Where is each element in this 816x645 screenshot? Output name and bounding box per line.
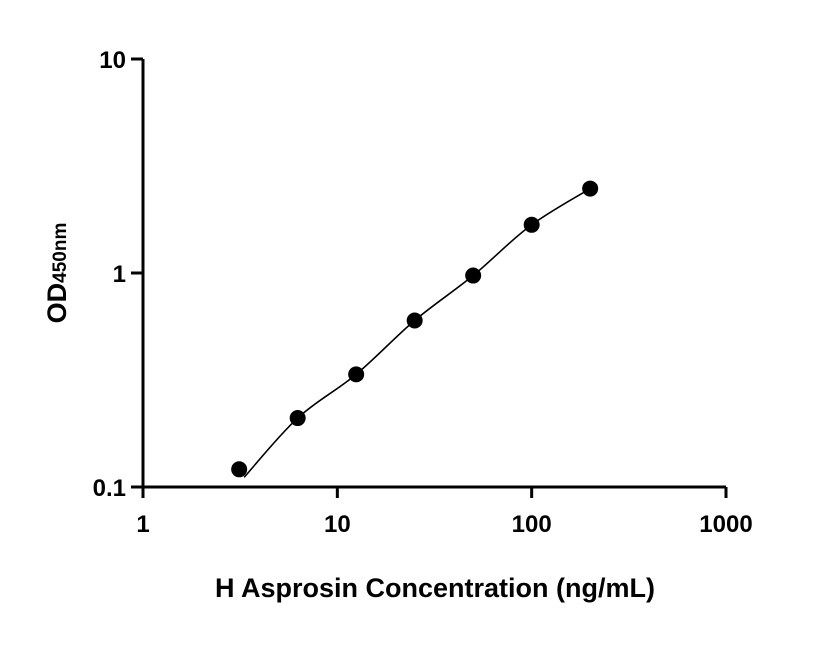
x-axis-label: H Asprosin Concentration (ng/mL) bbox=[215, 573, 655, 603]
data-point bbox=[289, 410, 306, 427]
data-point bbox=[406, 312, 423, 329]
data-points bbox=[231, 180, 599, 478]
y-tick-label: 0.1 bbox=[93, 475, 126, 502]
x-tick-label: 100 bbox=[512, 511, 552, 538]
x-tick-label: 1000 bbox=[699, 511, 752, 538]
x-tick-label: 1 bbox=[136, 511, 149, 538]
y-axis-label: OD450nm bbox=[42, 223, 72, 324]
data-point bbox=[523, 216, 540, 233]
y-tick-label: 10 bbox=[99, 47, 126, 74]
fit-curve bbox=[243, 183, 598, 478]
data-point bbox=[582, 180, 599, 197]
axes: 0.1 1 10 1 10 100 1000 bbox=[93, 47, 753, 538]
data-point bbox=[348, 366, 365, 383]
data-point bbox=[465, 267, 482, 284]
y-tick-label: 1 bbox=[113, 261, 126, 288]
data-point bbox=[231, 461, 248, 478]
y-axis-label-main: OD bbox=[42, 283, 72, 324]
x-tick-label: 10 bbox=[324, 511, 351, 538]
y-axis-label-sub: 450nm bbox=[50, 223, 71, 283]
